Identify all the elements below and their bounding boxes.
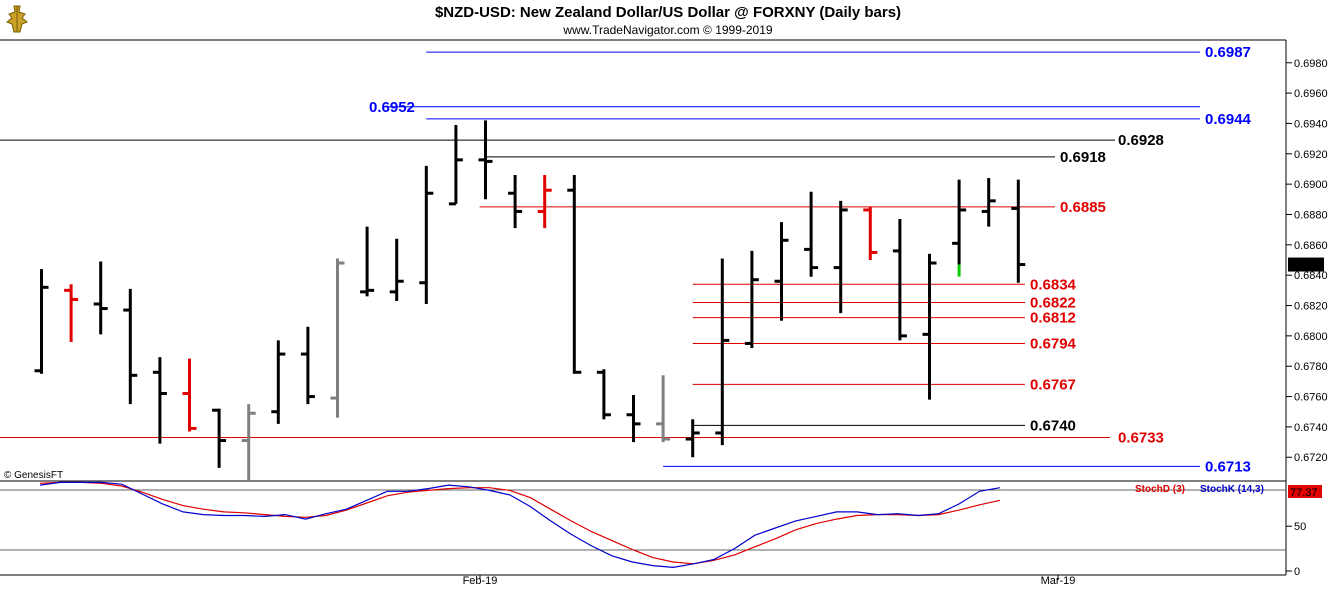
logo (6, 5, 28, 33)
level-label: 0.6713 (1205, 458, 1251, 475)
price-tick-label: 0.6780 (1294, 361, 1328, 373)
ohlc-bar (804, 191, 819, 277)
price-panel: 0.6987 0.6952 0.6944 0.6928 0.6918 0.6885 0.68… (0, 39, 1328, 575)
price-tick-label: 0.6760 (1294, 392, 1328, 404)
price-tick-label: 0.6820 (1294, 301, 1328, 313)
price-tick-label: 0.6980 (1294, 58, 1328, 70)
level-label: 0.6952 (369, 99, 415, 116)
stochastic-panel: 0 50 77.37 StochD (3) StochK (14,3) (0, 480, 1322, 578)
stoch-d-line (39, 481, 1001, 565)
level-label: 0.6834 (1030, 276, 1077, 293)
stoch-tick-label: 0 (1294, 566, 1300, 578)
price-bars (34, 120, 1026, 480)
ohlc-bar (567, 175, 582, 374)
ohlc-bar (1011, 179, 1026, 283)
price-tick-label: 0.6920 (1294, 149, 1328, 161)
level-label: 0.6885 (1060, 199, 1106, 216)
ohlc-bar (744, 250, 759, 348)
ohlc-bar (478, 120, 493, 200)
ohlc-bar (833, 200, 848, 314)
level-label: 0.6794 (1030, 335, 1077, 352)
stoch-lines (39, 481, 1001, 569)
last-price-label: 0.6847 (1291, 260, 1325, 272)
price-levels: 0.6987 0.6952 0.6944 0.6928 0.6918 0.6885 0.68… (0, 44, 1252, 475)
level-label: 0.6740 (1030, 417, 1076, 434)
x-tick-label: Feb-19 (463, 575, 498, 587)
price-tick-label: 0.6860 (1294, 240, 1328, 252)
ohlc-bar (952, 179, 967, 277)
ohlc-bar (419, 165, 434, 304)
ohlc-bar (981, 178, 996, 227)
x-tick-label: Mar-19 (1041, 575, 1076, 587)
price-tick-label: 0.6800 (1294, 331, 1328, 343)
price-tick-label: 0.6900 (1294, 179, 1328, 191)
ohlc-bar (64, 284, 79, 342)
price-tick-label: 0.6740 (1294, 422, 1328, 434)
ohlc-bar (93, 261, 108, 335)
legend-stoch-k: StochK (14,3) (1200, 484, 1264, 495)
price-tick-label: 0.6960 (1294, 88, 1328, 100)
stoch-k-line (39, 481, 1001, 569)
ohlc-bar (241, 404, 256, 480)
stoch-last-value-box (1288, 485, 1322, 498)
ohlc-bar (596, 369, 611, 420)
price-tick-label: 0.6840 (1294, 270, 1328, 282)
ohlc-bar (34, 269, 49, 374)
ohlc-bar (389, 238, 404, 301)
ohlc-bar (212, 408, 227, 468)
level-label: 0.6987 (1205, 44, 1251, 61)
stoch-axis: 0 50 77.37 (1286, 485, 1322, 578)
ohlc-bar (863, 206, 878, 260)
ohlc-bar (508, 175, 523, 229)
price-tick-label: 0.6880 (1294, 209, 1328, 221)
legend-stoch-d: StochD (3) (1135, 484, 1185, 495)
watermark: © GenesisFT (4, 470, 63, 481)
level-label: 0.6767 (1030, 376, 1076, 393)
ohlc-bar (922, 253, 937, 400)
level-label: 0.6928 (1118, 132, 1164, 149)
ohlc-bar (182, 358, 197, 432)
ohlc-bar (360, 226, 375, 297)
level-label: 0.6944 (1205, 111, 1252, 128)
ohlc-bar (271, 340, 286, 424)
level-label: 0.6918 (1060, 149, 1106, 166)
ohlc-bar (123, 288, 138, 405)
level-label: 0.6733 (1118, 430, 1164, 447)
ohlc-bar (715, 258, 730, 446)
level-label: 0.6822 (1030, 294, 1076, 311)
ohlc-bar (448, 124, 463, 206)
price-tick-label: 0.6720 (1294, 452, 1328, 464)
stoch-tick-label: 50 (1294, 521, 1306, 533)
ohlc-bar (892, 219, 907, 341)
last-price-box (1288, 257, 1324, 272)
ohlc-bar (685, 419, 700, 458)
ohlc-bar (330, 258, 345, 418)
price-tick-label: 0.6940 (1294, 118, 1328, 130)
price-axis: 0.6720 0.6740 0.6760 0.6780 0.6800 0.6820 0.68… (1286, 58, 1328, 464)
chart-subtitle: www.TradeNavigator.com © 1999-2019 (562, 23, 772, 37)
ohlc-bar (152, 357, 167, 444)
ohlc-bar (626, 395, 641, 443)
ohlc-bar (656, 375, 671, 443)
ohlc-bar (774, 222, 789, 321)
x-axis: Feb-19 Mar-19 (463, 575, 1076, 587)
chart-title: $NZD-USD: New Zealand Dollar/US Dollar @… (435, 4, 901, 21)
stoch-last-value-label: 77.37 (1290, 487, 1318, 499)
level-label: 0.6812 (1030, 310, 1076, 327)
ohlc-bar (300, 326, 315, 405)
ohlc-bar (537, 175, 552, 229)
